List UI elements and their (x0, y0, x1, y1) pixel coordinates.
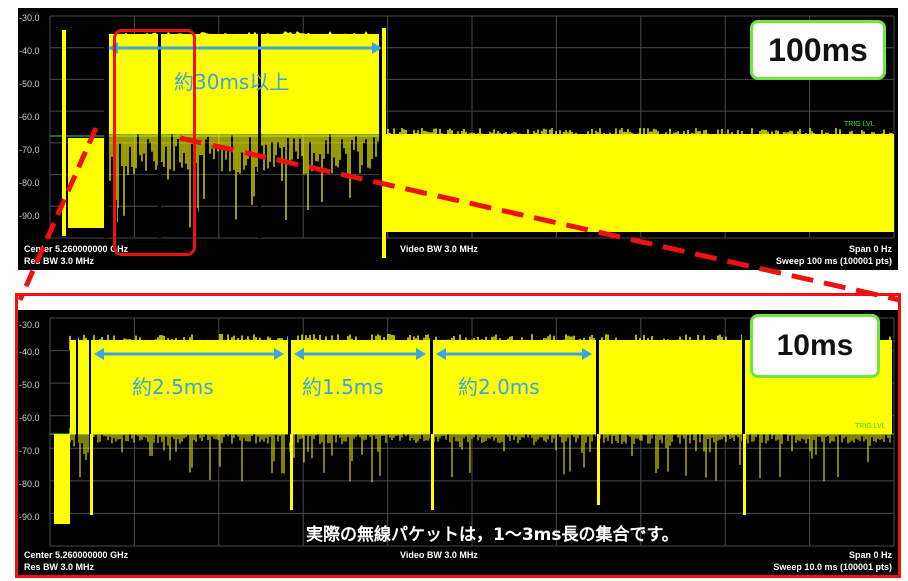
spectrum-panel-100ms: -30.0 -40.0 -50.0 -60.0 -70.0 -80.0 -90.… (18, 8, 898, 270)
arrow-head (274, 348, 284, 360)
noise-band (384, 134, 894, 232)
arrow-head (436, 348, 446, 360)
span-text: Span 0 Hz (848, 244, 892, 254)
packet-gap (430, 332, 433, 442)
packet-dip (597, 434, 600, 505)
packet-gap (742, 332, 745, 442)
packet-gap (136, 208, 138, 236)
duration-annotation: 約1.5ms (302, 375, 384, 399)
packet-gap (379, 28, 383, 238)
packet-dip (90, 434, 93, 515)
y-tick-label: -70.0 (19, 145, 40, 155)
packet-gap (118, 208, 120, 236)
arrow-head (582, 348, 592, 360)
packet-burst (108, 34, 384, 134)
zoom-region-highlight (113, 29, 196, 256)
sweep-badge-10ms: 10ms (750, 314, 880, 378)
burst-edge (108, 31, 384, 48)
packet-gap (214, 208, 216, 236)
y-tick-label: -50.0 (19, 79, 40, 89)
sweep-text: Sweep 10.0 ms (100001 pts) (773, 562, 892, 572)
res-bw-text: Res BW 3.0 MHz (24, 562, 95, 572)
packet-burst (382, 28, 386, 258)
packet-gap (174, 208, 176, 236)
noise-band (54, 434, 70, 524)
packet-dip (743, 434, 746, 515)
y-tick-label: -70.0 (19, 446, 40, 456)
packet-note: 実際の無線パケットは，1～3ms長の集合です。 (306, 525, 679, 545)
arrow-head (94, 348, 104, 360)
center-frequency-text: Center 5.260000000 GHz (24, 550, 129, 560)
y-tick-label: -40.0 (19, 347, 40, 357)
packet-gap (348, 208, 350, 236)
packet-dip (431, 434, 434, 510)
sweep-badge-100ms: 100ms (750, 20, 886, 80)
packet-gap (278, 208, 280, 236)
noise-band (68, 138, 108, 228)
video-bw-text: Video BW 3.0 MHz (400, 244, 478, 254)
packet-gap (596, 332, 599, 442)
y-tick-label: -80.0 (19, 479, 40, 489)
packet-gap (76, 332, 78, 442)
spectrum-panel-10ms: -30.0 -40.0 -50.0 -60.0 -70.0 -80.0 -90.… (18, 310, 898, 577)
packet-gap (258, 28, 261, 238)
packet-gap (304, 208, 306, 236)
y-tick-label: -90.0 (19, 512, 40, 522)
y-tick-label: -30.0 (19, 13, 40, 23)
packet-gap (232, 208, 234, 236)
packet-gap (104, 28, 109, 238)
y-tick-label: -60.0 (19, 413, 40, 423)
duration-annotation: 約2.5ms (132, 375, 214, 399)
video-bw-text: Video BW 3.0 MHz (400, 550, 478, 560)
y-tick-label: -40.0 (19, 46, 40, 56)
arrow-head (294, 348, 304, 360)
packet-burst (62, 30, 66, 236)
packet-gap (322, 208, 324, 236)
span-text: Span 0 Hz (848, 550, 892, 560)
trigger-level-label: TRIG LVL (855, 423, 886, 430)
packet-gap (89, 332, 91, 442)
sweep-text: Sweep 100 ms (100001 pts) (775, 256, 892, 266)
duration-annotation: 約2.0ms (458, 375, 540, 399)
burst-tail (69, 428, 891, 483)
y-tick-label: -90.0 (19, 211, 40, 221)
y-tick-label: -60.0 (19, 112, 40, 122)
y-tick-label: -50.0 (19, 380, 40, 390)
res-bw-text: Res BW 3.0 MHz (24, 256, 95, 266)
packet-gap (196, 208, 198, 236)
y-tick-label: -30.0 (19, 320, 40, 330)
packet-gap (158, 28, 161, 238)
arrow-head (416, 348, 426, 360)
arrow-head (372, 42, 382, 54)
packet-gap (370, 208, 372, 236)
y-tick-label: -80.0 (19, 178, 40, 188)
trigger-level-label: TRIG LVL (844, 121, 875, 128)
packet-dip (290, 434, 293, 510)
packet-gap (288, 332, 291, 442)
